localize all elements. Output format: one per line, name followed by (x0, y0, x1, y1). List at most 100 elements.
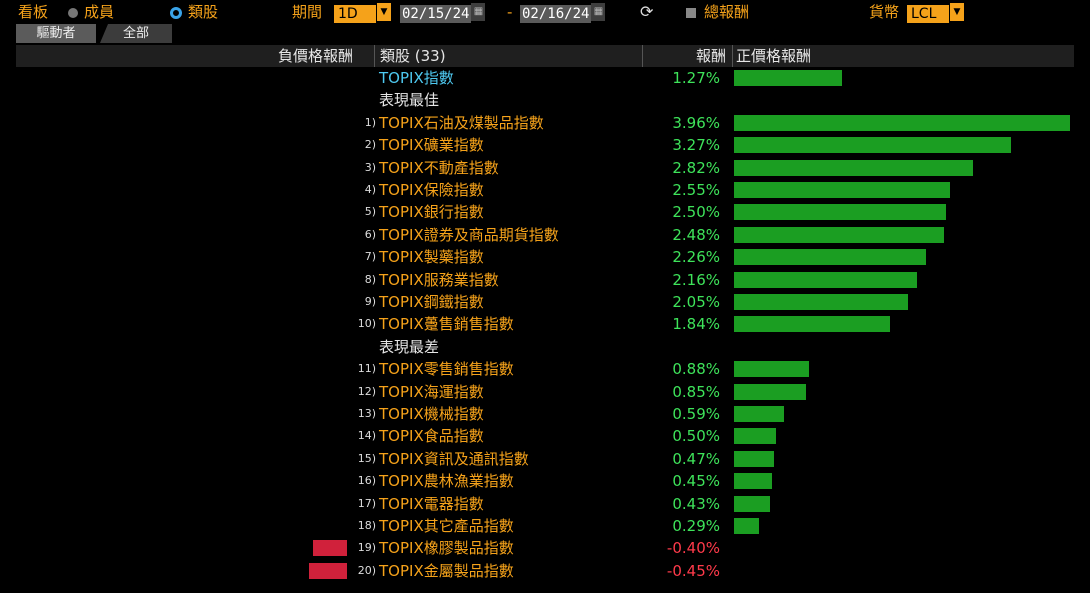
sector-name[interactable]: TOPIX礦業指數 (379, 136, 484, 155)
sector-name[interactable]: TOPIX資訊及通訊指數 (379, 449, 529, 468)
return-value: -0.40% (666, 539, 720, 558)
total-return-checkbox[interactable]: 總報酬 (686, 2, 749, 22)
sector-name[interactable]: TOPIX證券及商品期貨指數 (379, 225, 559, 244)
sector-name[interactable]: TOPIX製藥指數 (379, 248, 484, 267)
members-radio[interactable]: 成員 (68, 2, 114, 22)
negative-return-bar (308, 562, 347, 579)
return-value: 2.55% (672, 181, 720, 199)
table-row[interactable]: 11) TOPIX零售銷售指數 0.88% (0, 358, 1090, 380)
tab-all[interactable]: 全部 (100, 24, 172, 43)
positive-return-bar (734, 70, 842, 86)
table-row[interactable]: TOPIX指數 1.27% (0, 67, 1090, 89)
column-positive-return[interactable]: 正價格報酬 (736, 47, 812, 65)
group-label: 表現最佳 (379, 91, 440, 110)
positive-return-bar (734, 182, 951, 198)
table-row[interactable]: 6) TOPIX證券及商品期貨指數 2.48% (0, 224, 1090, 246)
rank-number: 16) (357, 474, 376, 488)
positive-return-bar (734, 316, 891, 333)
table-row[interactable]: 14) TOPIX食品指數 0.50% (0, 425, 1090, 447)
table-row[interactable]: 13) TOPIX機械指數 0.59% (0, 403, 1090, 425)
return-value: 2.48% (672, 225, 720, 244)
table-row[interactable]: 2) TOPIX礦業指數 3.27% (0, 134, 1090, 156)
column-negative-return[interactable]: 負價格報酬 (277, 47, 353, 65)
table-row[interactable]: 15) TOPIX資訊及通訊指數 0.47% (0, 448, 1090, 470)
positive-return-bar (734, 249, 926, 266)
sector-name[interactable]: TOPIX指數 (379, 69, 454, 87)
table-row[interactable]: 20) TOPIX金屬製品指數 -0.45% (0, 560, 1090, 582)
table-row[interactable]: 12) TOPIX海運指數 0.85% (0, 381, 1090, 403)
tab-drivers[interactable]: 驅動者 (16, 24, 96, 43)
return-value: 0.29% (672, 517, 720, 535)
table-row[interactable]: 1) TOPIX石油及煤製品指數 3.96% (0, 112, 1090, 134)
sector-name[interactable]: TOPIX農林漁業指數 (379, 472, 514, 491)
members-radio-label: 成員 (84, 3, 115, 21)
sector-name[interactable]: TOPIX金屬製品指數 (379, 561, 514, 580)
sector-name[interactable]: TOPIX銀行指數 (379, 203, 484, 222)
rank-number: 5) (364, 205, 376, 219)
column-return[interactable]: 報酬 (696, 47, 727, 65)
rank-number: 18) (357, 519, 376, 532)
table-row[interactable]: 5) TOPIX銀行指數 2.50% (0, 201, 1090, 223)
return-value: 2.82% (672, 158, 720, 177)
rank-number: 11) (357, 362, 376, 376)
table-row[interactable]: 7) TOPIX製藥指數 2.26% (0, 246, 1090, 268)
positive-return-bar (734, 428, 777, 445)
column-divider (642, 45, 643, 67)
board-label: 看板 (18, 3, 49, 21)
sector-name[interactable]: TOPIX其它產品指數 (379, 517, 514, 535)
rank-number: 3) (364, 160, 376, 174)
positive-return-bar (734, 361, 809, 378)
end-date-value: 02/16/24 (520, 5, 592, 23)
sector-name[interactable]: TOPIX海運指數 (379, 382, 484, 401)
sector-name[interactable]: TOPIX零售銷售指數 (379, 360, 514, 379)
rank-number: 15) (357, 451, 376, 465)
positive-return-bar (734, 226, 945, 243)
return-value: 2.26% (672, 248, 720, 267)
toolbar: 看板 成員 類股 期間 1D ▼ 02/15/24 ▦ - 02/16/24 ▦ ⟳ … (0, 0, 1090, 24)
sector-name[interactable]: TOPIX機械指數 (379, 405, 484, 423)
table-row[interactable]: 10) TOPIX躉售銷售指數 1.84% (0, 313, 1090, 335)
calendar-icon[interactable]: ▦ (471, 3, 486, 21)
table-row[interactable]: 8) TOPIX服務業指數 2.16% (0, 269, 1090, 291)
return-value: 1.27% (672, 69, 720, 87)
table-row[interactable]: 17) TOPIX電器指數 0.43% (0, 493, 1090, 515)
sectors-radio[interactable]: 類股 (170, 2, 218, 22)
sector-name[interactable]: TOPIX服務業指數 (379, 270, 499, 289)
rank-number: 4) (364, 183, 376, 196)
table-row[interactable]: 19) TOPIX橡膠製品指數 -0.40% (0, 537, 1090, 559)
positive-return-bar (734, 406, 785, 422)
return-value: 3.27% (672, 136, 720, 155)
sector-name[interactable]: TOPIX鋼鐵指數 (379, 293, 484, 311)
positive-return-bar (734, 294, 908, 310)
sector-name[interactable]: TOPIX保險指數 (379, 181, 484, 199)
sector-name[interactable]: TOPIX不動產指數 (379, 158, 499, 177)
positive-return-bar (734, 204, 947, 221)
sector-name[interactable]: TOPIX躉售銷售指數 (379, 315, 514, 334)
table-row[interactable]: 3) TOPIX不動產指數 2.82% (0, 157, 1090, 179)
table-row[interactable]: 18) TOPIX其它產品指數 0.29% (0, 515, 1090, 537)
return-value: 0.59% (672, 405, 720, 423)
rank-number: 6) (364, 227, 376, 241)
sector-name[interactable]: TOPIX電器指數 (379, 494, 484, 513)
rank-number: 1) (364, 115, 376, 129)
rank-number: 20) (357, 563, 376, 577)
positive-return-bar (734, 450, 774, 467)
refresh-icon[interactable]: ⟳ (640, 2, 654, 21)
return-value: 1.84% (672, 315, 720, 334)
column-sector[interactable]: 類股 (33) (380, 47, 446, 65)
table-row[interactable]: 4) TOPIX保險指數 2.55% (0, 179, 1090, 201)
sector-name[interactable]: TOPIX食品指數 (379, 427, 484, 446)
table-row[interactable]: 16) TOPIX農林漁業指數 0.45% (0, 470, 1090, 492)
sector-name[interactable]: TOPIX石油及煤製品指數 (379, 113, 544, 132)
end-date-field[interactable]: 02/16/24 ▦ (520, 3, 606, 23)
calendar-icon[interactable]: ▦ (591, 3, 606, 21)
period-select-value: 1D (334, 5, 376, 23)
currency-select-value: LCL (907, 5, 949, 23)
group-header-row: 表現最佳 (0, 89, 1090, 111)
start-date-field[interactable]: 02/15/24 ▦ (400, 3, 486, 23)
currency-select[interactable]: LCL ▼ (907, 3, 964, 23)
negative-return-bar (313, 540, 347, 557)
table-row[interactable]: 9) TOPIX鋼鐵指數 2.05% (0, 291, 1090, 313)
sector-name[interactable]: TOPIX橡膠製品指數 (379, 539, 514, 558)
period-select[interactable]: 1D ▼ (334, 3, 391, 23)
